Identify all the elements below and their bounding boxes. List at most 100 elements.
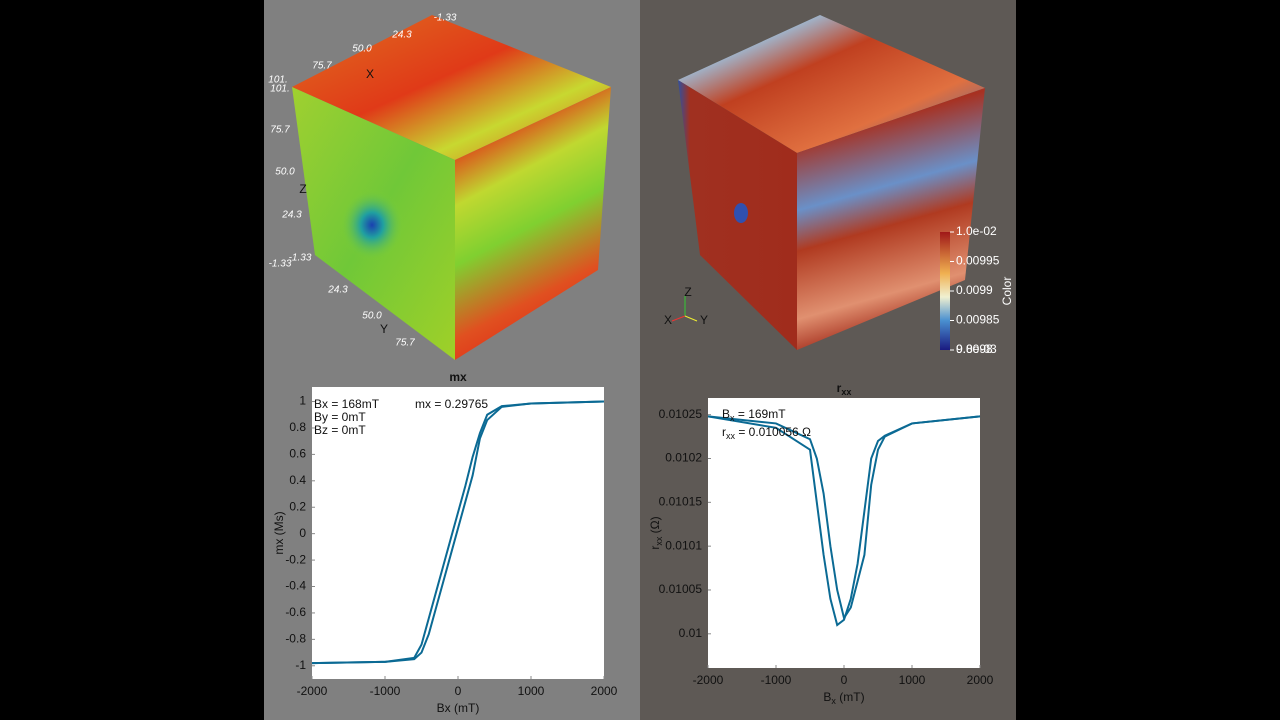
x-tick-label: -1000: [761, 673, 792, 687]
annotation: mx = 0.29765: [415, 397, 488, 411]
colorbar-title: Color: [1000, 277, 1014, 306]
text-part: = 0.010056 Ω: [735, 425, 811, 439]
x-tick-label: 1000: [518, 684, 545, 698]
axis-tick-label: 24.3: [327, 285, 348, 296]
cube-top: [292, 15, 611, 160]
y-tick-label: 1: [299, 394, 306, 408]
axis-tick-label: 101.: [268, 75, 287, 86]
axis-tick-label: 50.0: [352, 44, 372, 55]
cube-labels: -1.33 24.3 50.0 75.7 101.101. 75.7 50.0 24.3 -1.…: [268, 13, 457, 349]
text-part: B: [823, 690, 831, 704]
y-tick-label: 0.01005: [659, 582, 703, 596]
left-cube: [292, 15, 611, 360]
cube-top: [678, 15, 985, 153]
axis-tick-label: -1.33: [434, 13, 457, 24]
axis-tick-label: 75.7: [270, 125, 290, 136]
triad-label: Y: [700, 313, 708, 327]
right-cube: [678, 15, 985, 350]
axis-label: X: [366, 67, 374, 81]
annotation: Bx = 168mT: [314, 397, 380, 411]
y-tick-label: -0.8: [285, 632, 306, 646]
y-tick-label: 0.4: [289, 473, 306, 487]
line-series: [311, 400, 605, 665]
y-axis-label: rxx (Ω): [648, 516, 664, 549]
x-tick-label: 1000: [899, 673, 926, 687]
text-part: r: [837, 381, 842, 395]
y-tick-label: 0: [299, 526, 306, 540]
colorbar-axis: 1.0e-02 0.00995 0.0099 0.00985 0.00989.8e-03…: [950, 224, 1014, 356]
axis-label: Y: [380, 322, 388, 336]
y-tick-label: -1: [295, 658, 306, 672]
x-tick-label: -2000: [693, 673, 724, 687]
text-part: = 169mT: [735, 407, 787, 421]
colorbar-tick-label: 0.0099: [956, 283, 993, 297]
y-tick-label: 0.8: [289, 420, 306, 434]
triad-label: Z: [684, 285, 691, 299]
text-part: B: [722, 407, 730, 421]
triad-y: [684, 315, 698, 322]
text-part: r: [722, 425, 726, 439]
chart-title: rxx: [837, 381, 852, 397]
y-tick-label: 0.0101: [665, 538, 702, 552]
axis-triad: [671, 296, 698, 322]
subscript: xx: [841, 387, 851, 397]
subscript: xx: [726, 431, 736, 441]
chart-title: mx: [449, 370, 467, 384]
cube-right: [797, 88, 985, 350]
axis-tick-label: 50.0: [362, 311, 382, 322]
axis-tick-label: -1.33: [269, 259, 292, 270]
annotation: Bx = 169mT: [722, 407, 786, 423]
text-part: r: [648, 546, 662, 550]
axis-tick-label: -1.33: [289, 253, 312, 264]
triad-label: X: [664, 313, 672, 327]
axis-tick-label: 50.0: [275, 167, 295, 178]
axis-tick-label: 101.: [270, 84, 289, 95]
axis-tick-label: 75.7: [395, 338, 415, 349]
y-tick-label: 0.01025: [659, 407, 703, 421]
x-tick-label: 2000: [591, 684, 618, 698]
y-tick-label: -0.6: [285, 605, 306, 619]
y-tick-label: 0.01: [679, 626, 703, 640]
line-series: [707, 415, 981, 621]
y-tick-label: 0.6: [289, 447, 306, 461]
y-axis-label: mx (Ms): [272, 511, 286, 554]
axis-label: Z: [299, 182, 306, 196]
vortex: [340, 189, 404, 261]
axis-tick-label: 24.3: [391, 30, 412, 41]
colorbar: [940, 232, 950, 350]
y-tick-label: 0.0102: [665, 451, 702, 465]
x-tick-label: 2000: [967, 673, 994, 687]
y-tick-label: 0.01015: [659, 494, 703, 508]
plot-area: [708, 398, 980, 668]
text-part: (mT): [836, 690, 865, 704]
x-tick-label: -2000: [297, 684, 328, 698]
axis-tick-label: 75.7: [312, 61, 332, 72]
colorbar-tick-label: 0.00985: [956, 313, 1000, 327]
y-tick-label: -0.4: [285, 579, 306, 593]
colorbar-tick-label: 0.00995: [956, 254, 1000, 268]
colorbar-tick-label: 9.8e-03: [956, 342, 997, 356]
x-axis-label: Bx (mT): [823, 690, 864, 706]
colorbar-tick-label: 1.0e-02: [956, 224, 997, 238]
plot-area: [312, 387, 604, 679]
line-series: [311, 400, 605, 665]
annotation: rxx = 0.010056 Ω: [722, 425, 811, 441]
vortex: [734, 203, 748, 223]
y-tick-label: 0.2: [289, 499, 306, 513]
annotation: Bz = 0mT: [314, 423, 366, 437]
cube-right: [455, 87, 611, 360]
annotation: By = 0mT: [314, 410, 366, 424]
y-tick-label: -0.2: [285, 552, 306, 566]
colorbar-tick-label: 0.0098: [956, 342, 993, 356]
triad-x: [671, 315, 686, 322]
x-axis-label: Bx (mT): [437, 701, 480, 715]
axis-tick-label: 24.3: [281, 210, 302, 221]
subscript: x: [730, 413, 735, 423]
text-part: (Ω): [648, 516, 662, 536]
subscript: x: [831, 696, 836, 706]
x-tick-label: 0: [455, 684, 462, 698]
x-tick-label: 0: [841, 673, 848, 687]
subscript: xx: [654, 536, 664, 546]
